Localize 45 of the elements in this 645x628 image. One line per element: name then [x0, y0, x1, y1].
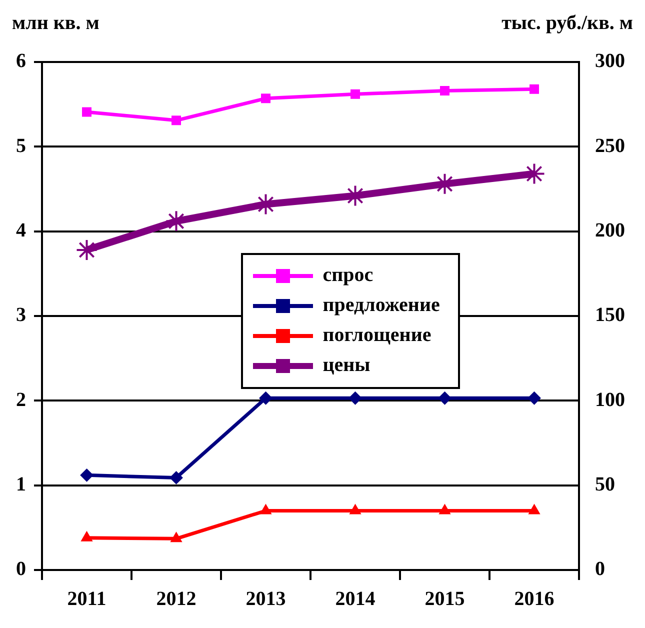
point: [528, 504, 540, 514]
point: [350, 504, 361, 514]
point: [261, 94, 270, 104]
point: [259, 392, 272, 405]
point: [440, 86, 450, 96]
point: [76, 238, 98, 261]
y-tick-label: 1: [16, 474, 26, 496]
y2-tick-label: 250: [595, 134, 625, 157]
point: [170, 532, 182, 542]
y2-tick-label: 100: [595, 388, 625, 411]
legend-label: спрос: [322, 264, 374, 288]
y2-tick-label: 50: [595, 474, 615, 496]
point: [260, 504, 272, 514]
point: [438, 392, 452, 405]
point: [80, 468, 94, 482]
y-tick-label: 2: [16, 388, 26, 411]
point: [81, 531, 92, 542]
y-tick-label: 5: [16, 134, 26, 157]
y-tick-label: 0: [16, 558, 26, 580]
x-tick-label: 2014: [335, 588, 376, 610]
point: [348, 392, 362, 405]
y-axis-title: млн кв. м: [12, 12, 100, 35]
x-tick-label: 2013: [246, 588, 286, 610]
x-tick-label: 2016: [514, 588, 554, 610]
y-tick-label: 3: [16, 304, 26, 326]
x-tick-label: 2012: [156, 588, 196, 610]
x-tick-label: 2011: [67, 588, 106, 610]
point: [350, 89, 360, 99]
legend-label: поглощение: [322, 324, 432, 348]
point: [172, 116, 181, 126]
point: [439, 504, 450, 514]
y2-tick-label: 200: [595, 220, 625, 242]
y2-axis-title: тыс. руб./кв. м: [502, 12, 633, 35]
legend-label: предложение: [322, 294, 440, 318]
point: [170, 471, 183, 484]
point: [528, 392, 541, 405]
point: [530, 84, 539, 94]
y-tick-label: 6: [16, 50, 26, 72]
y-tick-label: 4: [16, 220, 26, 242]
y2-tick-label: 0: [595, 558, 605, 580]
y2-tick-label: 300: [595, 50, 625, 72]
x-tick-label: 2015: [424, 588, 465, 610]
legend-label: цены: [322, 354, 370, 378]
point: [82, 107, 92, 117]
y2-tick-label: 150: [595, 304, 625, 326]
